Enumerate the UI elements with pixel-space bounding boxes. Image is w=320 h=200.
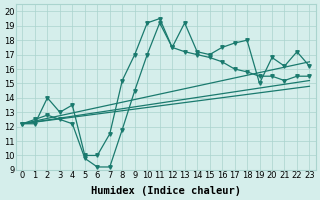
X-axis label: Humidex (Indice chaleur): Humidex (Indice chaleur) — [91, 186, 241, 196]
